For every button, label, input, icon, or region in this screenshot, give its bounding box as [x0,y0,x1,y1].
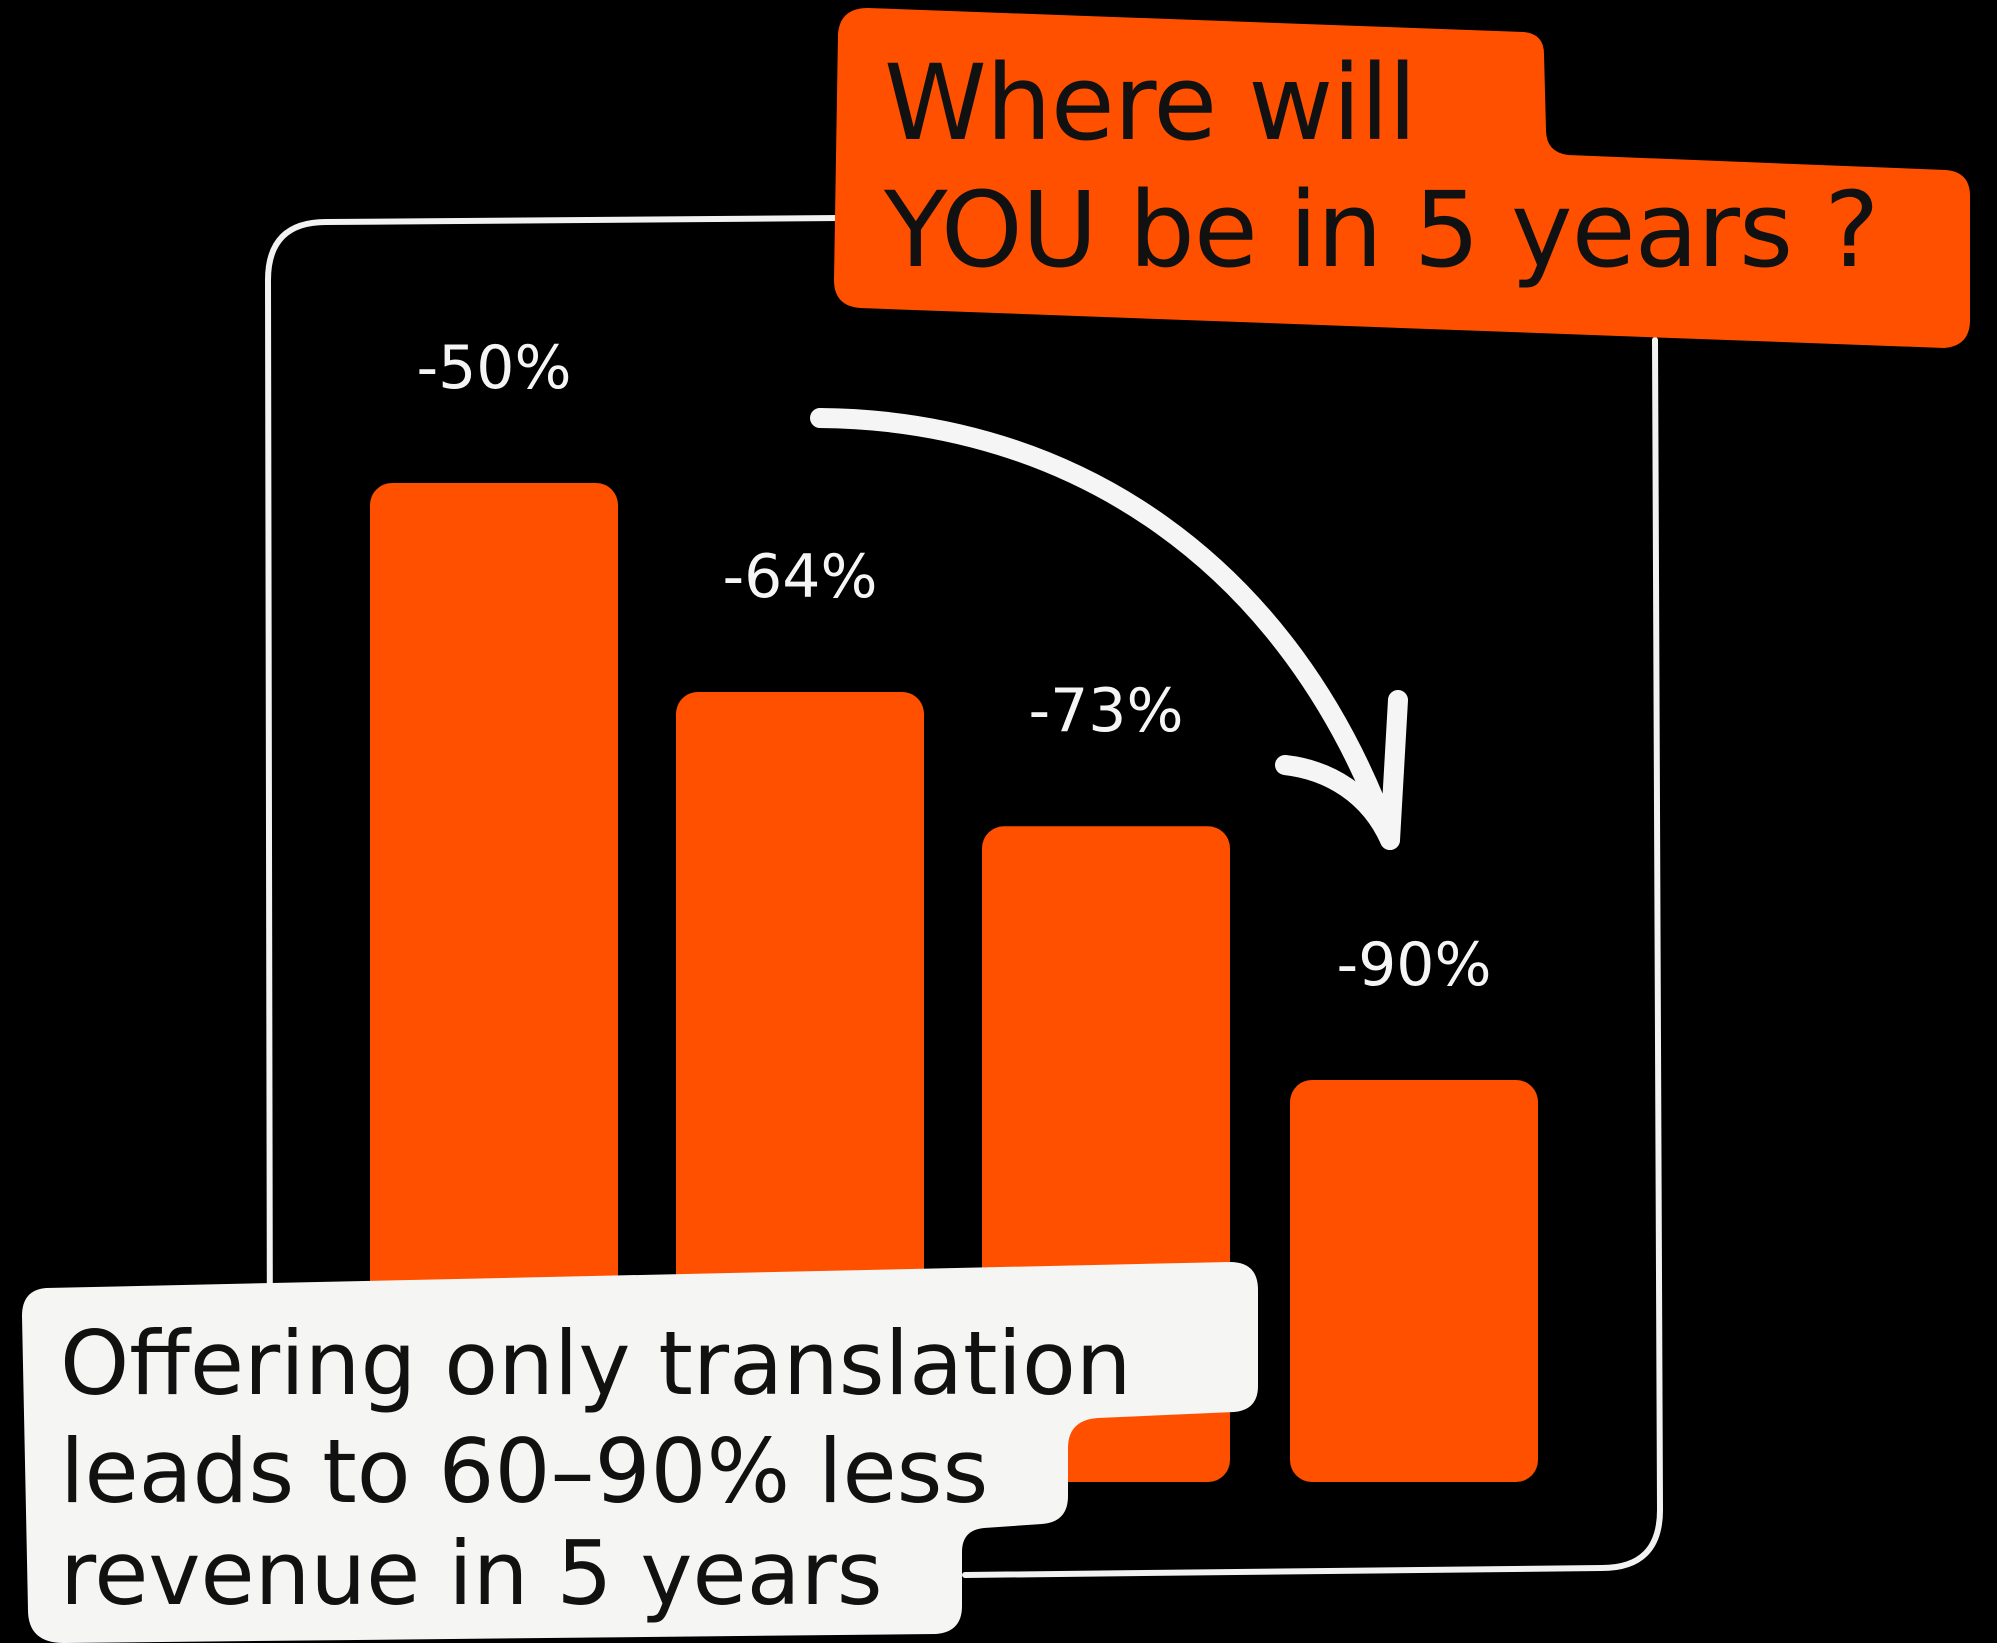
trend-arrow-icon [810,408,1408,850]
bar-value-label-1: -50% [416,333,572,403]
chart-frame [264,215,1664,1578]
headline-callout [834,8,1970,348]
caption-callout [22,1262,1258,1643]
bar-1 [370,483,618,1482]
bar-4 [1290,1080,1538,1482]
bar-value-label-3: -73% [1028,676,1184,747]
bar-value-label-4: -90% [1336,930,1492,1000]
bar-value-label-2: -64% [722,541,878,612]
